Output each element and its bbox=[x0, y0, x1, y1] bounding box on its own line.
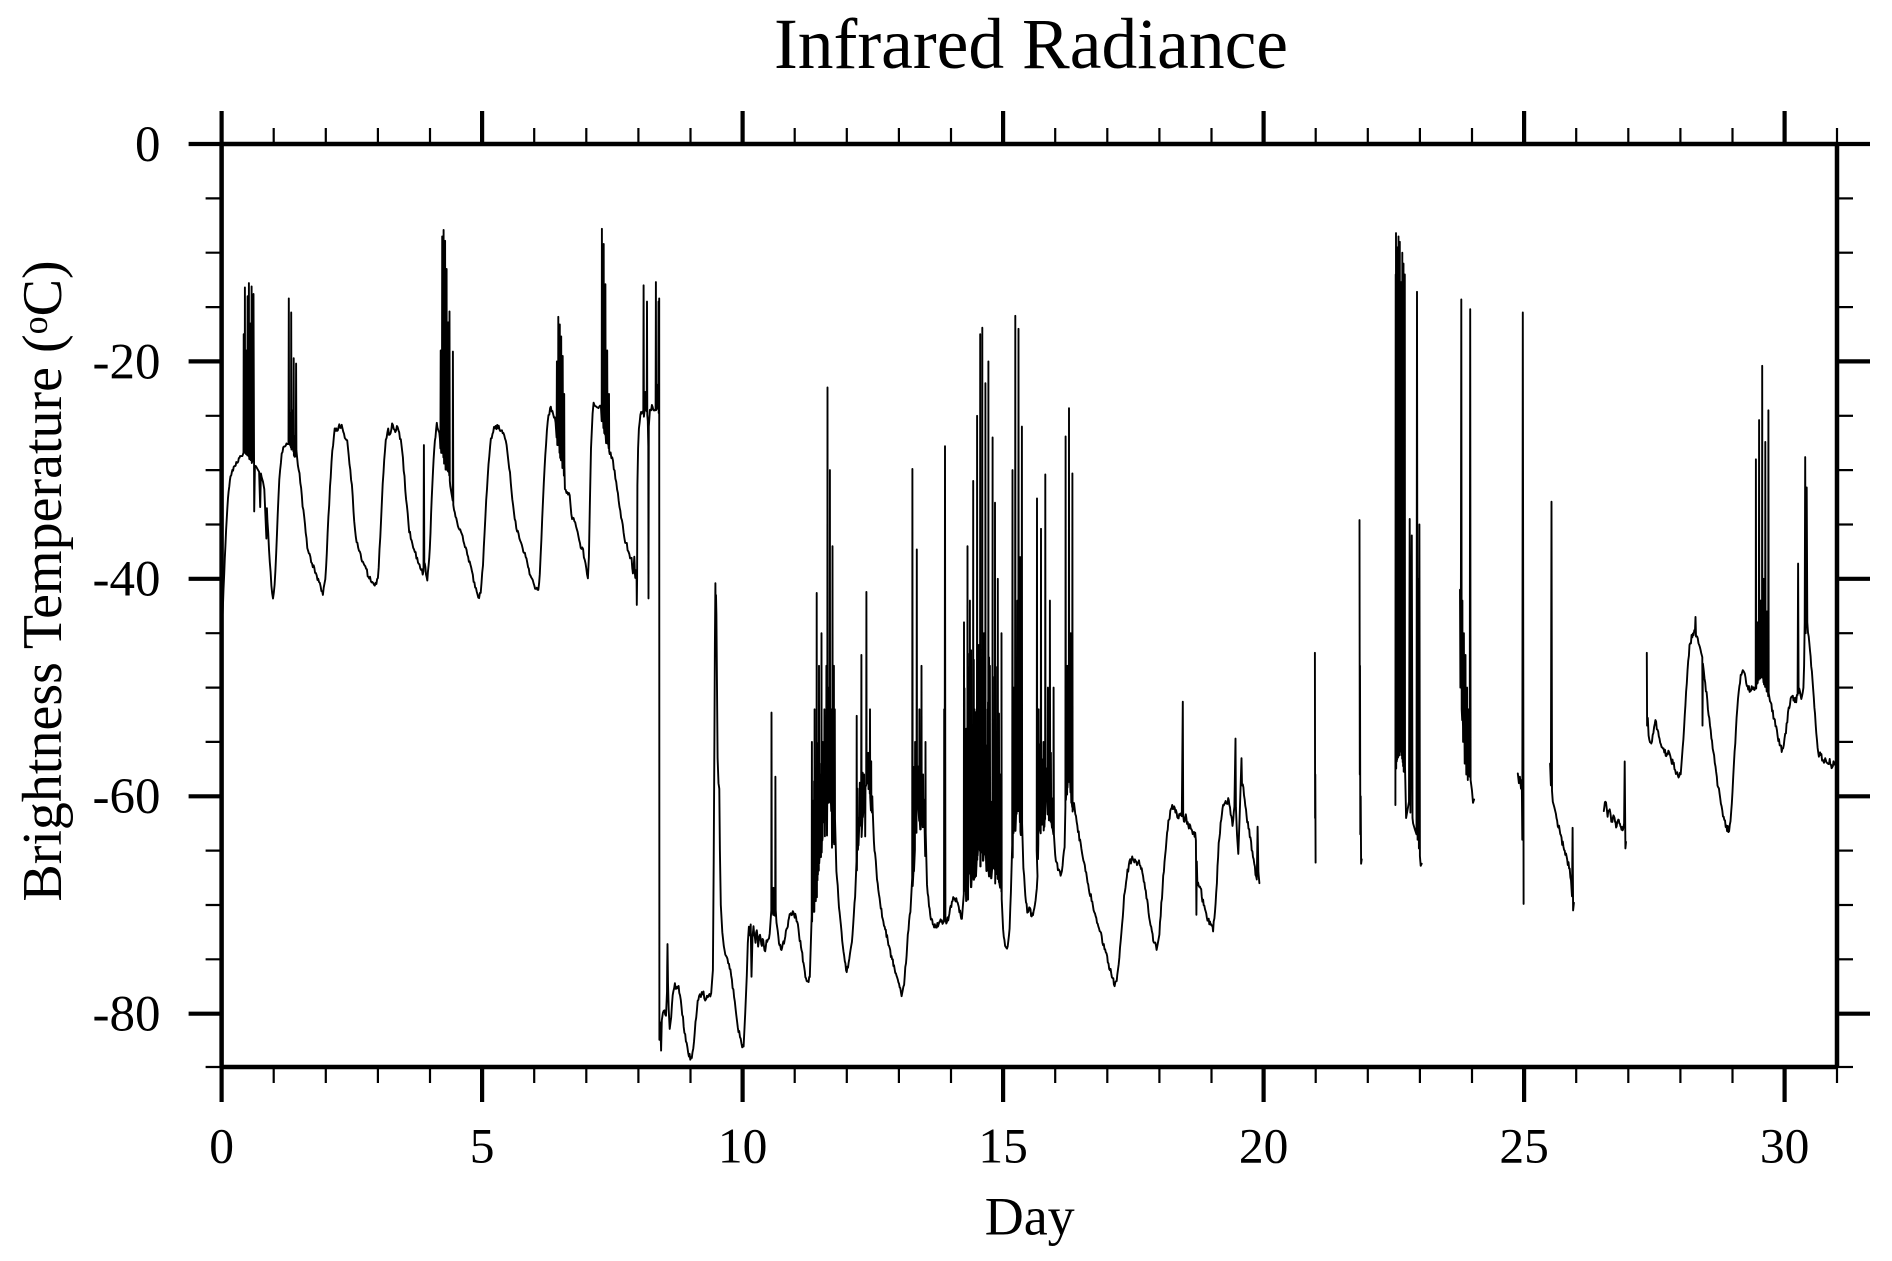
svg-text:25: 25 bbox=[1499, 1119, 1549, 1174]
svg-text:15: 15 bbox=[978, 1119, 1028, 1174]
svg-text:10: 10 bbox=[718, 1119, 768, 1174]
svg-text:0: 0 bbox=[135, 117, 161, 173]
svg-text:-40: -40 bbox=[93, 552, 161, 608]
svg-text:Brightness Temperature (oC): Brightness Temperature (oC) bbox=[12, 260, 74, 901]
svg-text:-60: -60 bbox=[93, 769, 161, 825]
svg-text:Infrared Radiance: Infrared Radiance bbox=[774, 5, 1288, 84]
svg-text:0: 0 bbox=[209, 1119, 234, 1174]
svg-text:Day: Day bbox=[985, 1186, 1075, 1246]
svg-text:5: 5 bbox=[470, 1119, 495, 1174]
svg-text:-80: -80 bbox=[93, 987, 161, 1043]
svg-text:30: 30 bbox=[1760, 1119, 1810, 1174]
svg-text:20: 20 bbox=[1239, 1119, 1289, 1174]
svg-text:-20: -20 bbox=[93, 334, 161, 390]
